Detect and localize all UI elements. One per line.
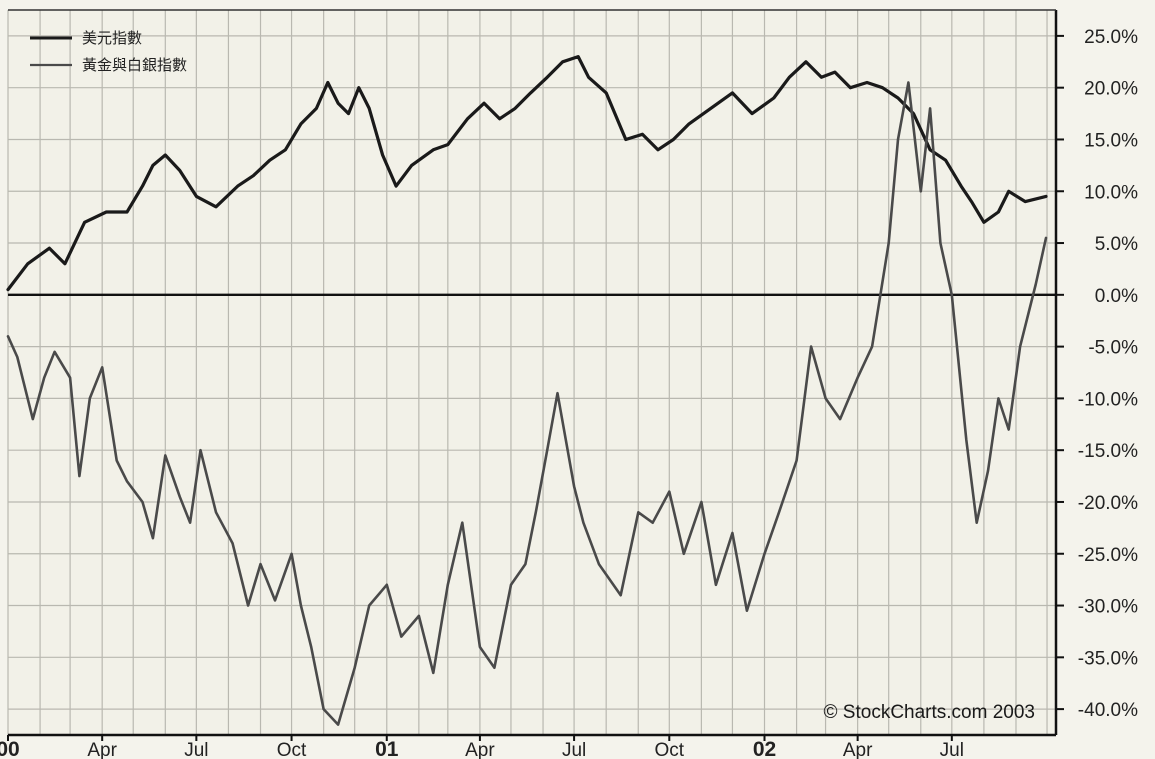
- y-tick-label: -10.0%: [1078, 389, 1138, 410]
- y-tick-label: 25.0%: [1084, 27, 1138, 48]
- y-tick-label: 10.0%: [1084, 182, 1138, 203]
- x-tick-label: Oct: [655, 740, 685, 759]
- x-tick-label: Jul: [184, 740, 208, 759]
- y-tick-label: -25.0%: [1078, 545, 1138, 566]
- x-tick-label: Jul: [940, 740, 964, 759]
- x-tick-label: Apr: [465, 740, 495, 759]
- y-axis: 25.0% 20.0% 15.0% 10.0% 5.0% 0.0% -5.0% -10.0% -…: [1056, 27, 1138, 721]
- y-tick-label: -5.0%: [1088, 338, 1138, 359]
- y-tick-label: -30.0%: [1078, 597, 1138, 618]
- credit-text: © StockCharts.com 2003: [824, 702, 1035, 723]
- y-tick-label: 5.0%: [1095, 234, 1138, 255]
- x-tick-label: 02: [753, 738, 776, 759]
- y-tick-label: -40.0%: [1078, 700, 1138, 721]
- x-axis: 00 Apr Jul Oct 01 Apr Jul Oct 02 Apr Jul: [0, 735, 964, 759]
- y-tick-label: -20.0%: [1078, 493, 1138, 514]
- series-layer: [6, 54, 1048, 726]
- x-tick-label: Oct: [277, 740, 307, 759]
- x-tick-label: 01: [375, 738, 399, 759]
- x-tick-label: Jul: [562, 740, 586, 759]
- grid: [7, 10, 1056, 735]
- x-tick-label: Apr: [843, 740, 873, 759]
- plot-background: [8, 10, 1056, 735]
- x-tick-label: 00: [0, 738, 20, 759]
- y-tick-label: -15.0%: [1078, 441, 1138, 462]
- x-tick-label: Apr: [87, 740, 117, 759]
- y-tick-label: -35.0%: [1078, 648, 1138, 669]
- axes: [8, 9, 1058, 737]
- legend-label: 黃金與白銀指數: [82, 56, 187, 74]
- y-tick-label: 0.0%: [1095, 286, 1138, 307]
- y-tick-label: 20.0%: [1084, 79, 1138, 100]
- y-tick-label: 15.0%: [1084, 130, 1138, 151]
- legend-label: 美元指數: [82, 29, 142, 47]
- series-line-gold-silver-index: [6, 81, 1048, 726]
- series-line-usd-index: [6, 54, 1048, 292]
